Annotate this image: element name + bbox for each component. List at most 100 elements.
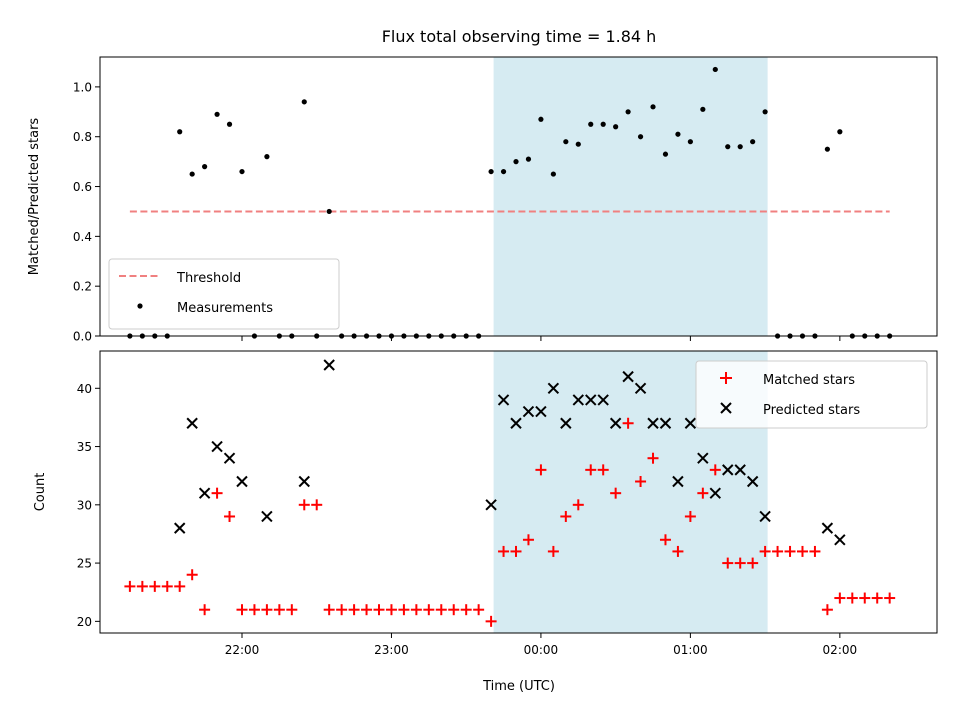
top-y-axis-label: Matched/Predicted stars bbox=[27, 118, 42, 276]
matched-point-38 bbox=[597, 464, 609, 476]
matched-point-19 bbox=[361, 604, 373, 616]
matched-point-44 bbox=[672, 545, 684, 557]
matched-point-37 bbox=[585, 464, 597, 476]
matched-point-28 bbox=[473, 604, 485, 616]
predicted-point-15 bbox=[560, 417, 572, 429]
bottom-ytick-label-3: 35 bbox=[77, 440, 92, 454]
matched-point-27 bbox=[460, 604, 472, 616]
bottom-ytick-label-1: 25 bbox=[77, 557, 92, 571]
predicted-point-9 bbox=[485, 499, 497, 511]
predicted-point-4 bbox=[223, 452, 236, 464]
measurement-point-39 bbox=[613, 124, 619, 130]
measurement-point-43 bbox=[662, 151, 669, 157]
matched-point-46 bbox=[697, 487, 709, 499]
matched-point-56 bbox=[821, 604, 833, 616]
bottom-ytick-label-0: 20 bbox=[77, 615, 92, 629]
measurement-point-46 bbox=[700, 106, 706, 112]
matched-point-53 bbox=[784, 545, 796, 557]
top-ytick-label-0: 0.0 bbox=[73, 330, 92, 344]
measurement-point-11 bbox=[264, 154, 270, 160]
predicted-point-17 bbox=[585, 394, 597, 406]
measurement-point-7 bbox=[214, 111, 220, 117]
measurement-point-44 bbox=[675, 131, 681, 137]
predicted-star-points bbox=[174, 359, 846, 546]
predicted-point-28 bbox=[722, 464, 734, 476]
bottom-x-axis-ticks: 22:00 23:00 00:00 01:00 02:00 bbox=[225, 633, 857, 657]
matched-point-3 bbox=[161, 580, 173, 592]
measurement-point-50 bbox=[750, 139, 756, 145]
bottom-panel: 20 25 30 35 40 22:00 23:00 00:00 01:00 02:00 Cou… bbox=[33, 350, 938, 694]
predicted-point-24 bbox=[672, 475, 684, 488]
xtick-label-1: 23:00 bbox=[374, 643, 409, 657]
matched-point-24 bbox=[423, 604, 435, 616]
measurement-point-32 bbox=[525, 156, 532, 162]
matched-point-31 bbox=[510, 545, 522, 557]
predicted-point-27 bbox=[709, 487, 722, 499]
measurement-point-35 bbox=[563, 139, 569, 145]
measurement-point-47 bbox=[712, 66, 718, 73]
bottom-y-axis-label: Count bbox=[33, 473, 48, 512]
measurement-point-31 bbox=[513, 159, 519, 165]
predicted-point-14 bbox=[547, 382, 560, 394]
xtick-label-0: 22:00 bbox=[225, 643, 260, 657]
matched-point-45 bbox=[684, 510, 696, 522]
measurement-point-4 bbox=[177, 129, 183, 135]
bottom-legend-box bbox=[695, 360, 928, 429]
predicted-point-25 bbox=[684, 417, 697, 429]
matched-point-59 bbox=[859, 592, 871, 604]
predicted-point-11 bbox=[510, 417, 522, 429]
top-ytick-label-4: 0.8 bbox=[73, 130, 92, 144]
measurement-point-51 bbox=[762, 109, 768, 115]
matched-point-41 bbox=[635, 476, 647, 488]
matched-point-23 bbox=[410, 604, 422, 616]
bottom-axes-frame bbox=[99, 350, 938, 634]
measurement-point-33 bbox=[538, 116, 544, 122]
top-y-axis-ticks: 0.0 0.2 0.4 0.6 0.8 1.0 bbox=[73, 80, 100, 344]
predicted-point-1 bbox=[186, 417, 198, 429]
matched-point-58 bbox=[846, 592, 858, 604]
matched-point-22 bbox=[398, 604, 410, 616]
measurement-point-9 bbox=[239, 168, 245, 175]
legend-threshold-label: Threshold bbox=[176, 271, 241, 286]
measurement-points bbox=[127, 66, 893, 339]
predicted-point-33 bbox=[834, 534, 846, 546]
measurement-point-16 bbox=[326, 208, 332, 215]
matched-point-48 bbox=[722, 557, 734, 569]
matched-point-13 bbox=[286, 604, 298, 616]
predicted-point-3 bbox=[211, 440, 223, 453]
predicted-point-10 bbox=[497, 394, 510, 406]
predicted-point-5 bbox=[236, 475, 248, 488]
predicted-point-8 bbox=[323, 359, 335, 371]
matched-point-39 bbox=[610, 487, 622, 499]
observing-window-shade-top bbox=[493, 57, 768, 336]
bottom-y-axis-ticks: 20 25 30 35 40 bbox=[77, 382, 100, 629]
matched-point-54 bbox=[796, 545, 808, 557]
measurement-point-38 bbox=[600, 121, 606, 127]
matched-point-9 bbox=[236, 604, 248, 616]
matched-point-11 bbox=[261, 604, 273, 616]
top-ytick-label-3: 0.6 bbox=[73, 180, 92, 194]
xtick-label-2: 00:00 bbox=[524, 643, 559, 657]
predicted-point-0 bbox=[174, 522, 186, 534]
measurement-point-5 bbox=[189, 171, 195, 177]
measurement-point-48 bbox=[725, 144, 731, 150]
matched-point-60 bbox=[871, 592, 883, 604]
top-ytick-label-2: 0.4 bbox=[73, 230, 92, 244]
matched-point-21 bbox=[385, 604, 397, 616]
matched-point-42 bbox=[647, 452, 659, 464]
matched-point-10 bbox=[248, 604, 260, 616]
measurement-point-37 bbox=[588, 121, 594, 127]
matched-point-15 bbox=[311, 499, 323, 511]
matched-point-7 bbox=[211, 487, 223, 499]
top-ytick-label-1: 0.2 bbox=[73, 280, 92, 294]
matched-point-4 bbox=[174, 580, 186, 592]
matched-point-17 bbox=[336, 604, 348, 616]
predicted-point-31 bbox=[759, 510, 771, 523]
measurement-point-29 bbox=[488, 168, 494, 175]
top-legend-box bbox=[108, 258, 340, 330]
predicted-point-16 bbox=[572, 394, 584, 406]
measurement-point-57 bbox=[837, 129, 843, 135]
measurement-point-40 bbox=[625, 109, 631, 115]
matched-point-0 bbox=[124, 580, 136, 592]
